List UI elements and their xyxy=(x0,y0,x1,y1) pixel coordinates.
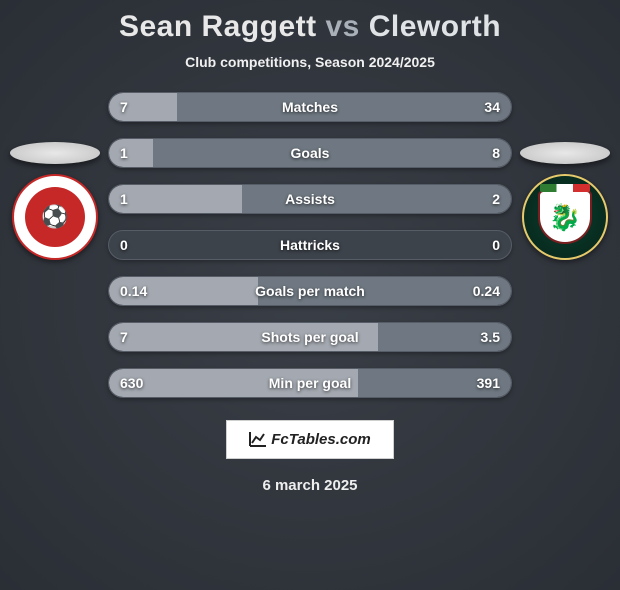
wrexham-icon: 🐉 xyxy=(538,190,592,244)
stat-row: 00Hattricks xyxy=(108,230,512,260)
stat-bar-left xyxy=(109,185,242,213)
stat-bar-left xyxy=(109,323,378,351)
stat-bar xyxy=(108,368,512,398)
stat-row: 12Assists xyxy=(108,184,512,214)
stat-bar-right xyxy=(153,139,511,167)
stat-bar-left xyxy=(109,139,153,167)
stat-bar-left xyxy=(109,277,258,305)
vs-label: vs xyxy=(326,10,360,43)
stats-list: 734Matches 18Goals 12Assists 00Hattricks 0.1… xyxy=(108,92,512,414)
stat-bar-right xyxy=(177,93,511,121)
stat-bar xyxy=(108,184,512,214)
logo-text: FcTables.com xyxy=(271,431,370,448)
stat-bar xyxy=(108,276,512,306)
stat-row: 73.5Shots per goal xyxy=(108,322,512,352)
player1-name: Sean Raggett xyxy=(119,10,317,43)
subtitle: Club competitions, Season 2024/2025 xyxy=(0,54,620,70)
rotherham-icon: ⚽ xyxy=(25,187,85,247)
stat-bar-left xyxy=(109,93,177,121)
player2-name: Cleworth xyxy=(369,10,501,43)
stat-row: 630391Min per goal xyxy=(108,368,512,398)
team-left-crest: ⚽ xyxy=(12,174,98,260)
team-right: 🐉 xyxy=(520,142,610,260)
page-title: Sean Raggett vs Cleworth xyxy=(0,10,620,44)
team-left: ⚽ xyxy=(10,142,100,260)
stat-row: 734Matches xyxy=(108,92,512,122)
stat-bar xyxy=(108,230,512,260)
stat-bar-right xyxy=(378,323,511,351)
comparison-area: ⚽ 🐉 734Matches 18Goals 12Assists 00Hattrick… xyxy=(0,92,620,402)
stat-row: 0.140.24Goals per match xyxy=(108,276,512,306)
footer: FcTables.com 6 march 2025 xyxy=(0,420,620,494)
stat-bar-left xyxy=(109,369,358,397)
stat-bar xyxy=(108,138,512,168)
team-right-crest: 🐉 xyxy=(522,174,608,260)
fctables-logo: FcTables.com xyxy=(226,420,393,459)
team-right-platform xyxy=(520,142,610,164)
stat-bar xyxy=(108,92,512,122)
stat-bar xyxy=(108,322,512,352)
stat-bar-right xyxy=(242,185,511,213)
stat-bar-right xyxy=(358,369,511,397)
chart-icon xyxy=(249,431,267,447)
stat-row: 18Goals xyxy=(108,138,512,168)
team-left-platform xyxy=(10,142,100,164)
stat-bar-right xyxy=(258,277,511,305)
date-label: 6 march 2025 xyxy=(0,477,620,494)
wales-flag-icon xyxy=(540,184,590,192)
